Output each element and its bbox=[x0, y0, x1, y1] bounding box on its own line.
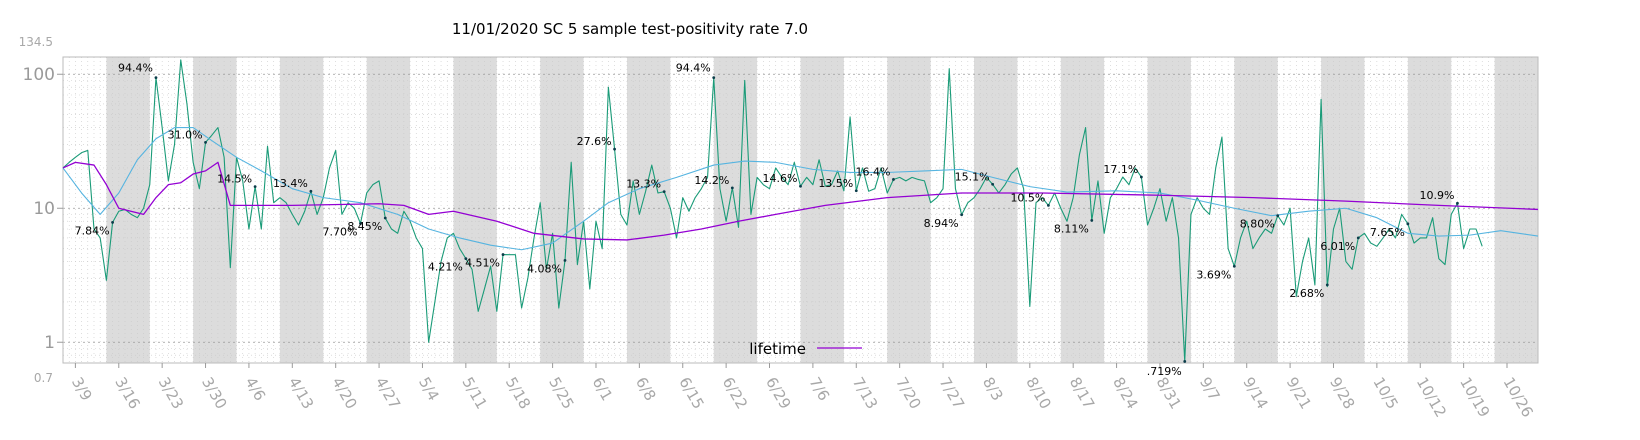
annotation-label-1: 94.4% bbox=[118, 62, 153, 75]
annotation-label-13: 14.2% bbox=[694, 174, 729, 187]
legend: lifetime bbox=[749, 340, 862, 358]
annotation-label-18: 15.1% bbox=[955, 170, 990, 183]
annotation-marker-22 bbox=[1183, 360, 1187, 363]
annotation-marker-10 bbox=[613, 147, 616, 151]
y-tick-label-2: 1 bbox=[44, 333, 55, 353]
weekend-shading bbox=[106, 57, 1538, 363]
shaded-week-11 bbox=[1060, 57, 1105, 363]
annotation-label-21: 17.1% bbox=[1103, 163, 1138, 176]
annotation-marker-0 bbox=[111, 221, 114, 224]
annotation-label-7: 4.21% bbox=[428, 261, 463, 274]
shaded-week-16 bbox=[1494, 57, 1538, 363]
annotation-marker-2 bbox=[204, 141, 207, 144]
annotation-label-2: 31.0% bbox=[168, 128, 203, 141]
annotation-marker-13 bbox=[730, 186, 734, 190]
legend-label-lifetime: lifetime bbox=[749, 340, 806, 358]
shaded-week-8 bbox=[800, 57, 844, 363]
annotation-label-14: 14.6% bbox=[763, 172, 798, 185]
annotation-marker-4 bbox=[309, 189, 313, 193]
annotation-label-19: 10.5% bbox=[1010, 191, 1045, 204]
shaded-week-1 bbox=[193, 57, 237, 363]
annotation-marker-11 bbox=[662, 190, 666, 194]
annotation-label-12: 94.4% bbox=[676, 62, 711, 75]
annotation-marker-24 bbox=[1276, 214, 1280, 218]
annotation-marker-6 bbox=[383, 216, 387, 220]
annotation-label-4: 13.4% bbox=[273, 177, 308, 190]
annotation-label-26: 6.01% bbox=[1320, 240, 1355, 253]
annotation-label-8: 4.51% bbox=[465, 257, 500, 270]
annotation-label-27: 7.65% bbox=[1370, 226, 1405, 239]
annotation-marker-12 bbox=[712, 76, 716, 80]
annotation-marker-19 bbox=[1046, 204, 1050, 207]
annotation-marker-27 bbox=[1406, 222, 1410, 226]
shaded-week-3 bbox=[366, 57, 411, 363]
annotation-label-16: 16.4% bbox=[856, 165, 891, 178]
annotation-label-22: .719% bbox=[1147, 365, 1182, 378]
annotation-label-24: 8.80% bbox=[1240, 218, 1275, 231]
annotation-label-6: 8.45% bbox=[347, 220, 382, 233]
annotation-marker-17 bbox=[960, 213, 964, 217]
y-tick-label-0: 100 bbox=[23, 65, 55, 85]
annotation-label-0: 7.84% bbox=[75, 224, 110, 237]
annotation-marker-8 bbox=[501, 253, 505, 256]
annotation-marker-16 bbox=[892, 178, 895, 181]
annotation-marker-21 bbox=[1139, 175, 1143, 179]
series-line-daily bbox=[62, 59, 1483, 362]
annotation-label-28: 10.9% bbox=[1419, 189, 1454, 202]
plot-frame bbox=[62, 56, 1539, 364]
annotation-marker-15 bbox=[854, 189, 858, 193]
shaded-week-2 bbox=[279, 57, 324, 363]
annotation-label-11: 13.3% bbox=[626, 178, 661, 191]
shaded-week-9 bbox=[887, 57, 931, 363]
y-edge-label-0: 134.5 bbox=[19, 35, 53, 49]
annotation-label-17: 8.94% bbox=[924, 217, 959, 230]
annotation-marker-25 bbox=[1325, 283, 1329, 287]
annotation-label-10: 27.6% bbox=[577, 135, 612, 148]
annotation-label-23: 3.69% bbox=[1196, 268, 1231, 281]
shaded-week-5 bbox=[540, 57, 584, 363]
annotation-marker-5 bbox=[359, 222, 362, 225]
shaded-week-15 bbox=[1407, 57, 1452, 363]
annotation-marker-20 bbox=[1090, 219, 1094, 222]
value-annotations: 7.84% 94.4% 31.0% 14.5% 13.4% 7.70%8.45% 4.21%… bbox=[75, 62, 1459, 378]
y-edge-label-1: 0.7 bbox=[34, 371, 53, 385]
annotation-label-25: 2.68% bbox=[1289, 287, 1324, 300]
annotation-marker-14 bbox=[799, 184, 802, 188]
annotation-label-20: 8.11% bbox=[1054, 222, 1089, 235]
y-tick-label-1: 10 bbox=[33, 199, 55, 219]
annotation-label-15: 13.5% bbox=[818, 177, 853, 190]
annotation-marker-18 bbox=[991, 182, 995, 186]
y-axis-ticks: 100 10 1 134.5 0.7 bbox=[19, 35, 63, 385]
annotation-marker-1 bbox=[154, 76, 158, 80]
annotation-marker-26 bbox=[1356, 236, 1360, 240]
shaded-week-6 bbox=[626, 57, 671, 363]
annotation-marker-23 bbox=[1232, 264, 1236, 268]
annotation-label-5: 7.70% bbox=[323, 225, 358, 238]
annotation-marker-7 bbox=[464, 257, 468, 260]
annotation-marker-3 bbox=[253, 185, 257, 189]
annotation-label-3: 14.5% bbox=[217, 173, 252, 186]
grid-lines bbox=[62, 57, 1539, 364]
chart-title: 11/01/2020 SC 5 sample test-positivity r… bbox=[452, 20, 808, 38]
annotation-marker-9 bbox=[563, 259, 567, 262]
annotation-label-9: 4.08% bbox=[527, 262, 562, 275]
annotation-marker-28 bbox=[1456, 201, 1459, 205]
shaded-week-10 bbox=[974, 57, 1018, 363]
series-line-lifetime bbox=[62, 161, 1539, 241]
shaded-week-4 bbox=[453, 57, 497, 363]
